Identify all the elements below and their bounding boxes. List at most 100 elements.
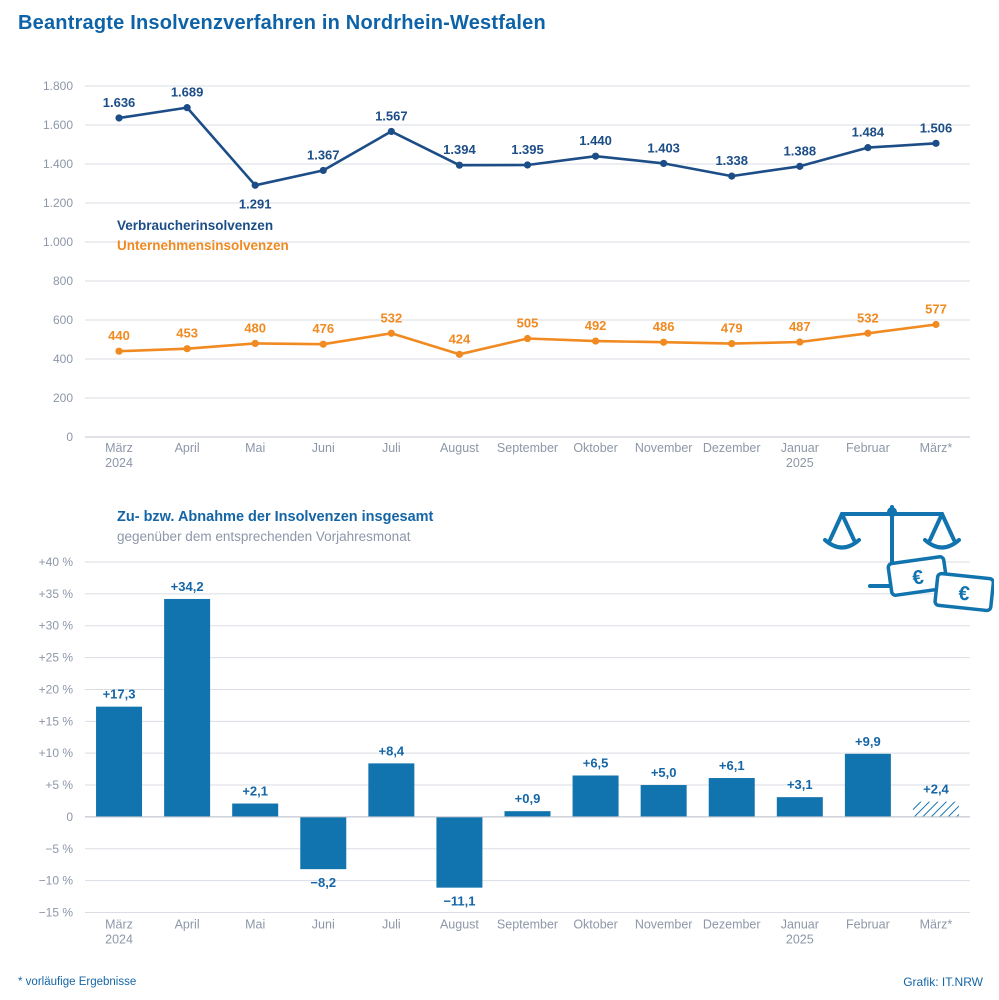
svg-text:April: April: [175, 918, 200, 932]
svg-text:487: 487: [789, 319, 811, 334]
svg-text:August: August: [440, 918, 479, 932]
svg-text:Dezember: Dezember: [703, 918, 761, 932]
y-tick-labels: 0 200 400 600 800 1.000 1.200 1.400 1.600 1.800: [43, 79, 73, 444]
footnote: * vorläufige Ergebnisse: [18, 976, 137, 988]
svg-text:492: 492: [585, 318, 607, 333]
svg-text:Mai: Mai: [245, 918, 265, 932]
bar-4: [368, 763, 415, 817]
grid-lines: [85, 561, 970, 913]
euro-symbol: €: [911, 566, 925, 589]
svg-text:November: November: [635, 918, 693, 932]
svg-text:532: 532: [380, 310, 402, 325]
svg-text:577: 577: [925, 301, 947, 316]
svg-text:+40 %: +40 %: [39, 555, 74, 569]
svg-text:1.000: 1.000: [43, 235, 73, 249]
scales-euro-icon: € €: [822, 500, 996, 619]
svg-text:1.636: 1.636: [103, 95, 136, 110]
svg-text:Oktober: Oktober: [573, 441, 617, 455]
svg-text:532: 532: [857, 310, 879, 325]
point-labels-1: 440 453 480 476 532 424 505 492 486 479 487 532 577: [108, 301, 947, 346]
svg-text:Januar: Januar: [781, 918, 819, 932]
svg-text:November: November: [635, 441, 693, 455]
grid-lines: [85, 85, 970, 438]
svg-text:+2,4: +2,4: [923, 782, 949, 797]
svg-text:424: 424: [449, 331, 471, 346]
bar-value-labels: +17,3 +34,2 +2,1 −8,2 +8,4 −11,1 +0,9 +6,5 +5,0 +…: [103, 579, 950, 909]
svg-text:200: 200: [53, 391, 73, 405]
bar-8: [640, 785, 687, 817]
svg-text:−8,2: −8,2: [310, 875, 336, 890]
svg-text:1.400: 1.400: [43, 157, 73, 171]
bar-2: [232, 803, 279, 817]
svg-text:1.800: 1.800: [43, 79, 73, 93]
bar-9: [708, 778, 755, 817]
svg-text:1.403: 1.403: [647, 140, 680, 155]
svg-text:1.506: 1.506: [920, 120, 953, 135]
svg-text:476: 476: [312, 321, 334, 336]
svg-text:+8,4: +8,4: [379, 743, 405, 758]
euro-symbol: €: [957, 582, 970, 605]
svg-text:486: 486: [653, 319, 675, 334]
svg-text:Mai: Mai: [245, 441, 265, 455]
bar-6: [504, 811, 551, 817]
line-series-verbraucherinsolvenzen: [115, 104, 940, 189]
credit: Grafik: IT.NRW: [903, 975, 983, 989]
bars: [96, 598, 959, 888]
svg-text:+30 %: +30 %: [39, 619, 74, 633]
svg-text:+20 %: +20 %: [39, 682, 74, 696]
svg-text:600: 600: [53, 313, 73, 327]
insolvency-change-bar-chart: −15 % −10 % −5 % 0 +5 % +10 % +15 % +20 % +25 % +…: [39, 555, 970, 947]
svg-text:September: September: [497, 441, 558, 455]
svg-text:Juli: Juli: [382, 918, 401, 932]
legend-item-unternehmensinsolvenzen: Unternehmensinsolvenzen: [117, 238, 289, 253]
svg-text:September: September: [497, 918, 558, 932]
svg-text:479: 479: [721, 321, 743, 336]
legend: Verbraucherinsolvenzen Unternehmensinsol…: [117, 216, 289, 256]
svg-text:1.440: 1.440: [579, 133, 612, 148]
svg-text:800: 800: [53, 274, 73, 288]
svg-text:1.394: 1.394: [443, 142, 476, 157]
svg-text:−11,1: −11,1: [443, 894, 475, 909]
svg-text:440: 440: [108, 328, 130, 343]
bar-10: [776, 797, 823, 817]
bar-5: [436, 816, 483, 888]
svg-text:2024: 2024: [105, 933, 133, 947]
svg-text:0: 0: [66, 430, 73, 444]
svg-text:+25 %: +25 %: [39, 651, 74, 665]
svg-text:+35 %: +35 %: [39, 587, 74, 601]
svg-text:−15 %: −15 %: [39, 906, 74, 920]
svg-text:Juli: Juli: [382, 441, 401, 455]
svg-text:1.367: 1.367: [307, 147, 340, 162]
svg-text:1.689: 1.689: [171, 85, 204, 100]
bar-chart-header: Zu- bzw. Abnahme der Insolvenzen insgesa…: [117, 507, 433, 547]
bar-7: [572, 775, 619, 817]
svg-text:April: April: [175, 441, 200, 455]
svg-text:480: 480: [244, 320, 266, 335]
svg-text:0: 0: [66, 810, 73, 824]
svg-text:Juni: Juni: [312, 918, 335, 932]
line-series-unternehmensinsolvenzen: [115, 320, 940, 358]
svg-text:+34,2: +34,2: [171, 579, 204, 594]
svg-text:1.484: 1.484: [852, 125, 885, 140]
svg-text:August: August: [440, 441, 479, 455]
svg-text:Oktober: Oktober: [573, 918, 617, 932]
svg-text:März*: März*: [920, 441, 953, 455]
svg-text:453: 453: [176, 326, 198, 341]
svg-text:−5 %: −5 %: [45, 842, 73, 856]
bar-chart-subtitle: gegenüber dem entsprechenden Vorjahresmo…: [117, 529, 411, 544]
svg-text:+9,9: +9,9: [855, 734, 881, 749]
svg-text:1.600: 1.600: [43, 118, 73, 132]
y-tick-labels: −15 % −10 % −5 % 0 +5 % +10 % +15 % +20 % +25 % +…: [39, 555, 74, 920]
svg-text:Januar: Januar: [781, 441, 819, 455]
svg-text:+15 %: +15 %: [39, 714, 74, 728]
svg-text:+5 %: +5 %: [45, 778, 73, 792]
svg-text:1.291: 1.291: [239, 196, 272, 211]
svg-text:2025: 2025: [786, 456, 814, 470]
svg-text:März: März: [105, 441, 133, 455]
point-labels-0: 1.636 1.689 1.291 1.367 1.567 1.394 1.395 1.440…: [103, 85, 952, 212]
svg-text:−10 %: −10 %: [39, 874, 74, 888]
bar-3: [300, 816, 347, 870]
svg-text:1.567: 1.567: [375, 108, 408, 123]
svg-text:Juni: Juni: [312, 441, 335, 455]
